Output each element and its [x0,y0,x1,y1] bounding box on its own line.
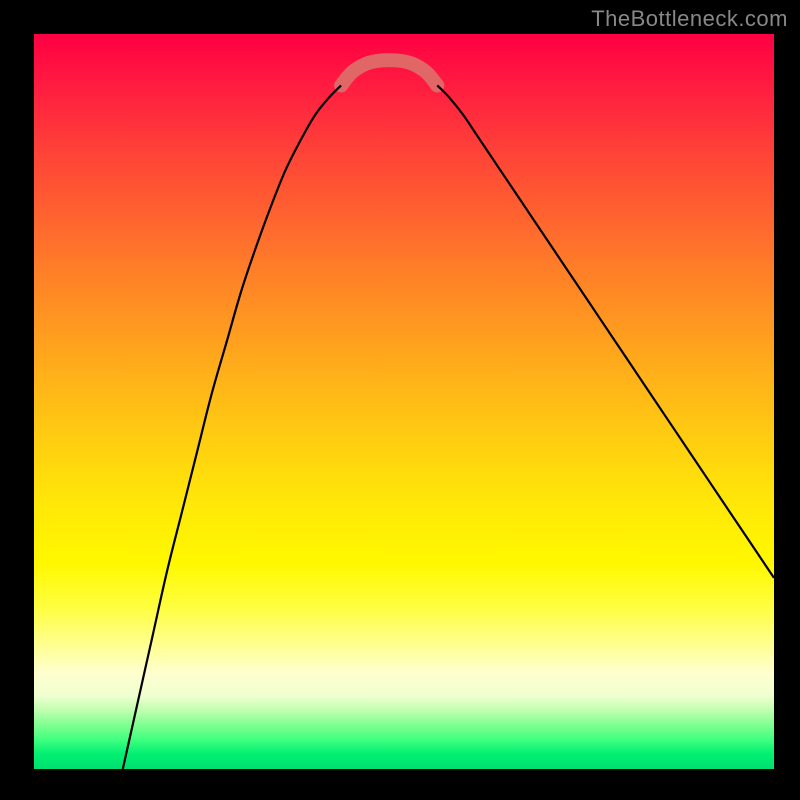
gradient-plot-area [34,34,774,769]
watermark-label: TheBottleneck.com [591,6,788,32]
